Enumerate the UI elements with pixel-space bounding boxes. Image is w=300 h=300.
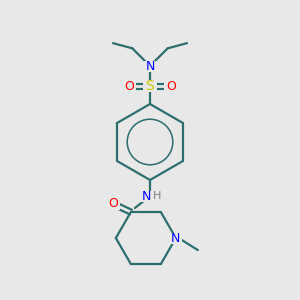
Text: O: O	[166, 80, 176, 92]
Text: O: O	[124, 80, 134, 92]
Bar	[143, 80, 157, 92]
Bar	[144, 61, 156, 71]
Text: H: H	[153, 191, 161, 201]
Bar	[106, 198, 120, 210]
Text: N: N	[141, 190, 151, 202]
Bar	[164, 80, 178, 92]
Bar	[122, 80, 136, 92]
Text: N: N	[171, 232, 181, 244]
Bar	[169, 232, 182, 244]
Text: N: N	[145, 59, 155, 73]
Bar	[140, 190, 160, 202]
Text: O: O	[108, 197, 118, 210]
Text: S: S	[146, 79, 154, 93]
